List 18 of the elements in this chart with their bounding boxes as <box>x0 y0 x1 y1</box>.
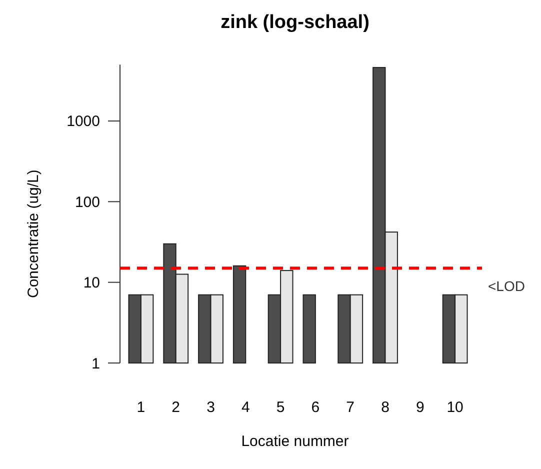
y-tick-label: 100 <box>74 194 100 211</box>
x-tick-label: 4 <box>241 399 250 416</box>
chart-title: zink (log-schaal) <box>220 12 370 33</box>
x-tick-label: 9 <box>416 399 424 416</box>
x-tick-label: 2 <box>172 399 180 416</box>
x-tick-label: 8 <box>381 399 390 416</box>
x-tick-label: 3 <box>206 399 215 416</box>
y-tick-label: 1 <box>92 355 100 372</box>
y-tick-label: 10 <box>83 274 100 292</box>
x-tick-label: 5 <box>276 399 285 416</box>
x-tick-label: 6 <box>311 399 320 416</box>
x-tick-label: 7 <box>346 399 355 416</box>
x-tick-label: 10 <box>446 399 464 416</box>
y-tick-label: 1000 <box>66 113 100 130</box>
x-axis-title: Locatie nummer <box>241 433 349 450</box>
y-axis-title: Concentratie (ug/L) <box>25 170 42 298</box>
x-tick-label: 1 <box>136 399 146 416</box>
ref-line-label: <LOD <box>488 278 525 294</box>
